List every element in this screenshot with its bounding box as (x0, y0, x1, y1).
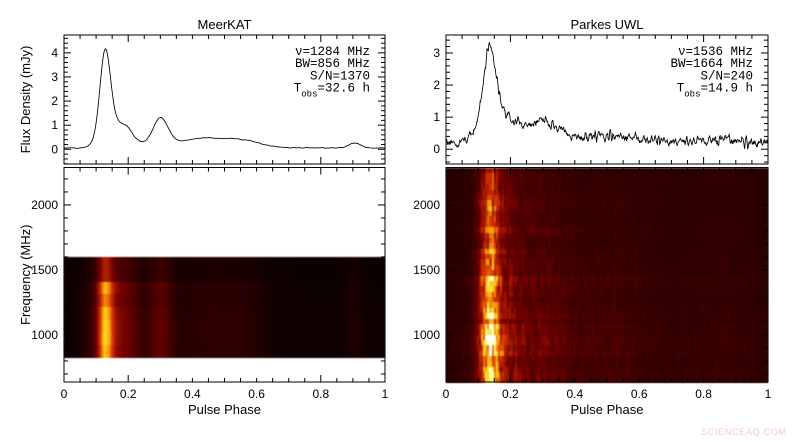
svg-text:0: 0 (51, 142, 58, 156)
svg-text:1: 1 (382, 387, 389, 401)
svg-text:Pulse Phase: Pulse Phase (571, 402, 644, 417)
svg-text:0: 0 (433, 142, 440, 156)
svg-text:0.4: 0.4 (566, 387, 583, 401)
svg-text:Frequency (MHz): Frequency (MHz) (18, 225, 33, 325)
svg-text:1: 1 (765, 387, 772, 401)
svg-text:2000: 2000 (413, 198, 440, 212)
svg-text:0.2: 0.2 (120, 387, 137, 401)
svg-text:3: 3 (433, 46, 440, 60)
svg-text:2: 2 (433, 78, 440, 92)
svg-text:2: 2 (51, 94, 58, 108)
svg-text:3: 3 (51, 70, 58, 84)
svg-text:MeerKAT: MeerKAT (198, 17, 252, 32)
svg-text:0.2: 0.2 (502, 387, 519, 401)
svg-text:0.8: 0.8 (695, 387, 712, 401)
svg-text:Flux Density (mJy): Flux Density (mJy) (18, 46, 33, 154)
svg-text:Pulse Phase: Pulse Phase (188, 402, 261, 417)
svg-text:0.6: 0.6 (631, 387, 648, 401)
svg-text:0.6: 0.6 (248, 387, 265, 401)
svg-text:Parkes UWL: Parkes UWL (571, 17, 644, 32)
svg-text:0.8: 0.8 (312, 387, 329, 401)
svg-text:1500: 1500 (413, 263, 440, 277)
svg-text:2000: 2000 (31, 198, 58, 212)
svg-text:1000: 1000 (31, 328, 58, 342)
svg-text:Tobs=32.6 h: Tobs=32.6 h (294, 82, 370, 100)
svg-text:0.4: 0.4 (184, 387, 201, 401)
svg-text:1: 1 (433, 110, 440, 124)
svg-text:Tobs=14.9 h: Tobs=14.9 h (677, 82, 753, 100)
svg-text:4: 4 (51, 46, 58, 60)
svg-text:0: 0 (443, 387, 450, 401)
svg-text:1: 1 (51, 118, 58, 132)
svg-text:1500: 1500 (31, 263, 58, 277)
svg-text:1000: 1000 (413, 328, 440, 342)
svg-text:0: 0 (61, 387, 68, 401)
